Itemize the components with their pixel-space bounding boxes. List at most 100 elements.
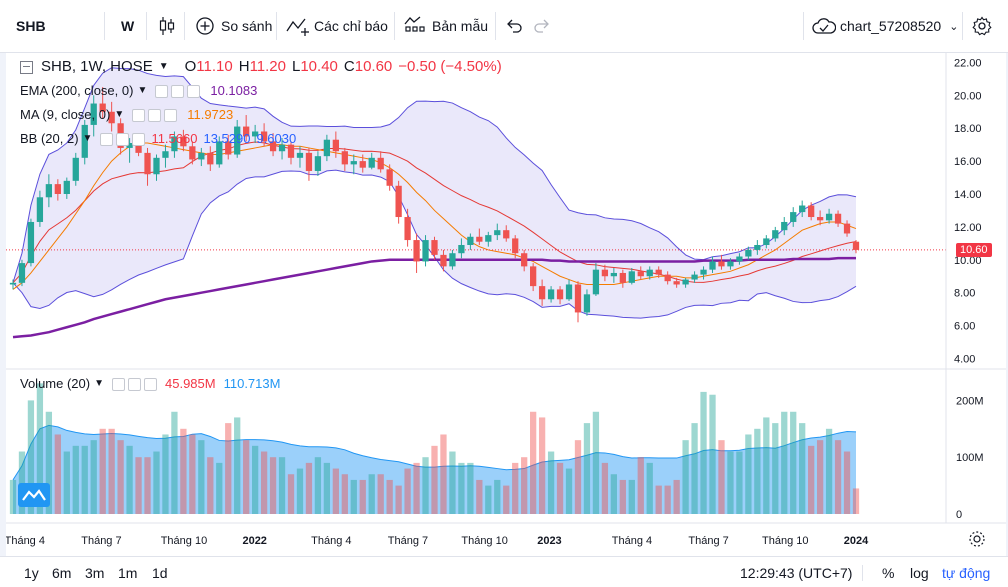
chevron-down-icon: ⌄	[949, 20, 959, 33]
candle-body	[512, 238, 519, 254]
volume-bar	[745, 434, 752, 514]
volume-bar	[449, 451, 456, 514]
candle-body	[18, 263, 26, 283]
candle-body	[476, 236, 483, 242]
candle-body	[323, 139, 331, 157]
volume-bar	[538, 417, 546, 514]
gear-icon[interactable]	[171, 84, 185, 98]
volume-bar	[808, 445, 815, 514]
candle-body	[99, 103, 106, 112]
settings-button[interactable]	[972, 0, 992, 52]
price-axis-label: 4.00	[954, 354, 975, 366]
candle-body	[81, 124, 88, 158]
eye-icon[interactable]	[155, 84, 169, 98]
add-circle-icon	[196, 17, 214, 35]
chart-area[interactable]: 22.00 20.00 18.00 16.00 14.00 12.00 10.00 8.00 6…	[6, 52, 1006, 557]
range-1m[interactable]: 1m	[118, 565, 138, 581]
time-axis-label: Tháng 7	[688, 535, 728, 547]
ohlc-high-label: H	[238, 58, 250, 75]
chevron-down-icon[interactable]: ▼	[158, 61, 169, 72]
candle-body	[45, 184, 53, 198]
candle-body	[727, 261, 734, 267]
collapse-icon[interactable]	[20, 60, 33, 74]
close-icon[interactable]	[187, 84, 201, 98]
chart-canvas[interactable]: 22.00 20.00 18.00 16.00 14.00 12.00 10.00 8.00 6…	[6, 53, 1006, 557]
volume-bar	[162, 434, 169, 514]
volume-bar	[260, 451, 268, 514]
compare-button[interactable]: So sánh	[195, 0, 272, 52]
candle-body	[619, 272, 626, 283]
volume-bar	[825, 428, 833, 514]
gear-icon[interactable]	[116, 132, 130, 146]
volume-value: 45.985M	[165, 376, 216, 391]
redo-button[interactable]	[534, 0, 550, 52]
volume-bar	[763, 417, 770, 514]
candle-body	[790, 212, 797, 222]
volume-bar	[45, 411, 53, 514]
volume-bar	[440, 434, 447, 514]
close-icon[interactable]	[144, 377, 157, 391]
candle-body	[547, 289, 555, 300]
time-axis-label: Tháng 7	[81, 535, 121, 547]
volume-bar	[655, 485, 662, 514]
candle-body	[153, 157, 160, 175]
interval-button[interactable]: W	[121, 18, 135, 34]
volume-bar	[413, 462, 420, 514]
bb-basis-value: 11.5660	[151, 131, 198, 146]
volume-bar	[619, 479, 626, 514]
close-icon[interactable]	[132, 132, 146, 146]
clock[interactable]: 12:29:43 (UTC+7)	[740, 565, 853, 581]
range-1y[interactable]: 1y	[24, 565, 39, 581]
gear-icon[interactable]	[128, 377, 141, 391]
volume-bar	[790, 411, 797, 514]
ma-legend: MA (9, close, 0) ▼ 11.9723	[20, 106, 233, 124]
volume-bar	[81, 445, 88, 514]
log-toggle[interactable]: log	[910, 565, 929, 581]
undo-button[interactable]	[506, 0, 522, 52]
candle-body	[350, 161, 357, 165]
chevron-down-icon[interactable]: ▼	[82, 133, 93, 144]
volume-bar	[834, 440, 842, 514]
eye-icon[interactable]	[100, 132, 114, 146]
ohlc-open: 11.10	[196, 58, 233, 75]
templates-button[interactable]: Bản mẫu	[404, 0, 488, 52]
percent-toggle[interactable]: %	[882, 565, 895, 581]
volume-bar	[682, 440, 689, 514]
price-axis-label: 22.00	[954, 57, 982, 69]
volume-bar	[476, 479, 483, 514]
chevron-down-icon[interactable]: ▼	[114, 109, 125, 120]
time-axis-label: Tháng 10	[161, 535, 207, 547]
candle-body	[538, 286, 546, 300]
eye-icon[interactable]	[112, 377, 125, 391]
candle-body	[440, 254, 447, 267]
candle-body	[485, 235, 492, 242]
chevron-down-icon[interactable]: ▼	[137, 85, 148, 96]
bollinger-band-fill	[13, 67, 856, 319]
bollinger-upper-line	[12, 67, 857, 283]
time-axis-label: Tháng 4	[311, 535, 351, 547]
close-icon[interactable]	[164, 108, 178, 122]
chart-type-button[interactable]	[158, 0, 176, 52]
chevron-down-icon[interactable]: ▼	[94, 378, 104, 389]
gear-icon[interactable]	[148, 108, 162, 122]
candle-body	[816, 217, 824, 221]
candle-body	[27, 221, 35, 264]
price-axis-label: 8.00	[954, 288, 975, 300]
indicators-button[interactable]: Các chỉ báo	[286, 0, 388, 52]
volume-bar	[243, 440, 250, 514]
volume-bar	[494, 479, 501, 514]
eye-icon[interactable]	[132, 108, 146, 122]
range-6m[interactable]: 6m	[52, 565, 72, 581]
time-axis-label: Tháng 10	[461, 535, 507, 547]
candle-body	[601, 269, 609, 277]
auto-toggle[interactable]: tự động	[942, 565, 991, 581]
candle-body	[314, 156, 322, 171]
range-3m[interactable]: 3m	[85, 565, 105, 581]
range-1d[interactable]: 1d	[152, 565, 168, 581]
chart-layout-button[interactable]: chart_57208520 ⌄	[812, 0, 958, 52]
toolbar-divider	[276, 12, 277, 40]
volume-bar	[521, 457, 528, 514]
symbol-search[interactable]: SHB	[16, 18, 46, 34]
volume-pane	[9, 383, 860, 514]
candle-body	[305, 152, 313, 171]
